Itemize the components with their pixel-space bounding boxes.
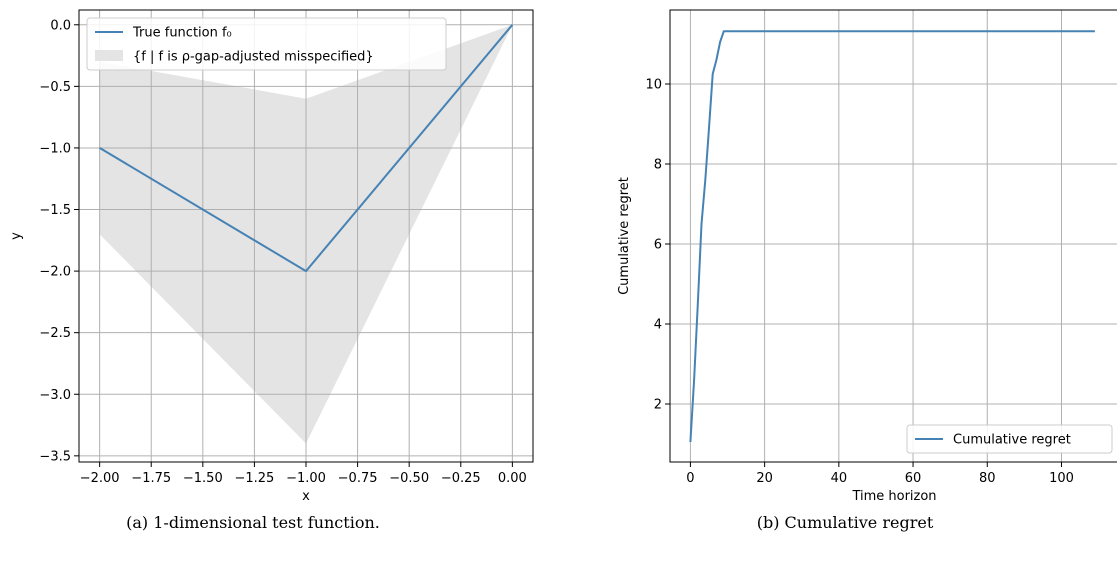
y-tick-label: 10 — [645, 78, 662, 93]
x-tick-label: 20 — [756, 471, 773, 486]
chart-cumulative-regret: 0 20 40 60 80 100 2 4 6 8 10 Time horizon Cumulative… — [617, 9, 1117, 532]
legend-label: Cumulative regret — [953, 433, 1071, 448]
x-tick-label: −1.75 — [131, 471, 171, 486]
x-tick-label: 40 — [831, 471, 848, 486]
y-tick-label: 8 — [654, 158, 662, 173]
y-tick-label: −3.0 — [39, 388, 71, 403]
y-tick-label: 2 — [654, 398, 662, 413]
y-tick-label: 6 — [654, 238, 662, 253]
y-axis-label: Cumulative regret — [617, 177, 632, 295]
legend-box — [906, 424, 1113, 454]
figure-caption: (a) 1-dimensional test function. — [126, 513, 380, 532]
y-tick-label: −3.5 — [39, 449, 71, 464]
x-tick-label: 100 — [1049, 471, 1074, 486]
x-axis-label: Time horizon — [851, 489, 936, 504]
x-tick-label: 0.00 — [498, 471, 527, 486]
series-line — [99, 24, 514, 273]
legend-label: {f | f is ρ-gap-adjusted misspecified} — [133, 50, 374, 65]
y-tick-label: 0.0 — [50, 18, 71, 33]
x-tick-label: −1.25 — [234, 471, 274, 486]
legend-box — [86, 17, 447, 71]
x-axis-label: x — [302, 489, 310, 504]
x-tick-label: 80 — [979, 471, 996, 486]
series-line — [689, 30, 1095, 443]
legend-label: True function f₀ — [132, 26, 232, 41]
y-tick-label: −1.5 — [39, 203, 71, 218]
y-tick-label: −0.5 — [39, 80, 71, 95]
figure-caption: (b) Cumulative regret — [757, 513, 934, 532]
x-tick-label: −1.50 — [183, 471, 223, 486]
x-tick-label: −0.50 — [389, 471, 429, 486]
x-tick-label: −0.25 — [441, 471, 481, 486]
x-tick-label: −2.00 — [80, 471, 120, 486]
plot-frame — [669, 9, 1117, 463]
x-tick-label: −0.75 — [338, 471, 378, 486]
x-tick-label: −1.00 — [286, 471, 326, 486]
y-tick-label: −2.0 — [39, 265, 71, 280]
legend-band-swatch — [95, 50, 123, 61]
y-axis-label: y — [9, 232, 24, 240]
x-tick-label: 60 — [905, 471, 922, 486]
y-tick-label: −2.5 — [39, 326, 71, 341]
y-tick-label: 4 — [654, 318, 662, 333]
x-tick-label: 0 — [686, 471, 694, 486]
y-tick-label: −1.0 — [39, 141, 71, 156]
chart-test-function: −2.00 −1.75 −1.50 −1.25 −1.00 −0.75 −0.50 −0.25… — [9, 9, 534, 532]
